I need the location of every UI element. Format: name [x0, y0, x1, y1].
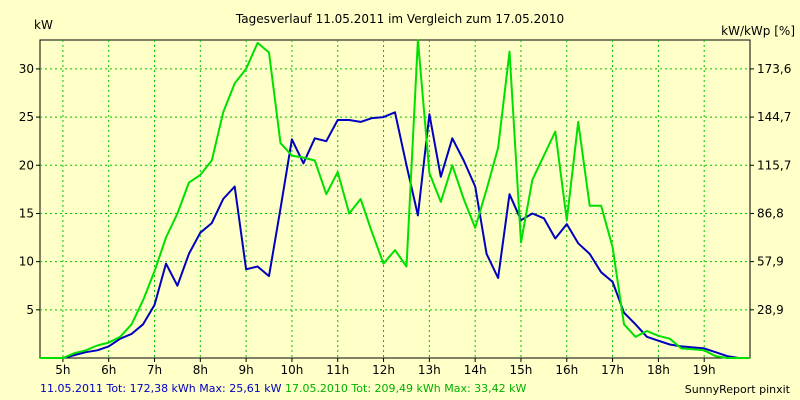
x-tick-label: 18h — [647, 363, 670, 377]
x-tick-label: 9h — [239, 363, 254, 377]
y-tick-label-left: 30 — [19, 62, 34, 76]
y-axis-left-label: kW — [34, 18, 53, 32]
y-tick-label-left: 15 — [19, 206, 34, 220]
x-tick-label: 13h — [418, 363, 441, 377]
series-line-1 — [40, 111, 750, 359]
brand-credit: SunnyReport pinxit — [684, 383, 790, 396]
x-tick-label: 5h — [55, 363, 70, 377]
lines — [40, 39, 750, 359]
y-tick-label-left: 10 — [19, 255, 34, 269]
x-tick-label: 10h — [280, 363, 303, 377]
x-tick-label: 8h — [193, 363, 208, 377]
y-tick-label-right: 115,7 — [757, 158, 791, 172]
x-tick-label: 14h — [464, 363, 487, 377]
x-tick-label: 11h — [326, 363, 349, 377]
x-tick-label: 7h — [147, 363, 162, 377]
y-tick-label-right: 28,9 — [757, 303, 784, 317]
ticks: 5h 6h 7h 8h 9h 10h 11h 12h 13h 14h 15h 16h 17h 18h 19h… — [19, 62, 792, 377]
y-tick-label-right: 57,9 — [757, 255, 784, 269]
x-tick-label: 16h — [555, 363, 578, 377]
series-line-2 — [40, 39, 750, 359]
x-tick-label: 12h — [372, 363, 395, 377]
y-tick-label-right: 144,7 — [757, 110, 791, 124]
x-tick-label: 15h — [510, 363, 533, 377]
plot-area — [39, 39, 751, 359]
y-tick-label-left: 5 — [26, 303, 34, 317]
y-tick-label-left: 20 — [19, 158, 34, 172]
y-axis-right-label: kW/kWp [%] — [721, 24, 795, 38]
y-tick-label-left: 25 — [19, 110, 34, 124]
x-tick-label: 17h — [601, 363, 624, 377]
y-tick-label-right: 173,6 — [757, 62, 791, 76]
chart-title: Tagesverlauf 11.05.2011 im Vergleich zum… — [235, 12, 564, 26]
series2-summary: 17.05.2010 Tot: 209,49 kWh Max: 33,42 kW — [281, 382, 527, 395]
series1-summary: 11.05.2011 Tot: 172,38 kWh Max: 25,61 kW — [40, 382, 282, 395]
y-tick-label-right: 86,8 — [757, 206, 784, 220]
x-tick-label: 6h — [101, 363, 116, 377]
x-tick-label: 19h — [693, 363, 716, 377]
footer-summary: 11.05.2011 Tot: 172,38 kWh Max: 25,61 kW… — [40, 382, 526, 395]
